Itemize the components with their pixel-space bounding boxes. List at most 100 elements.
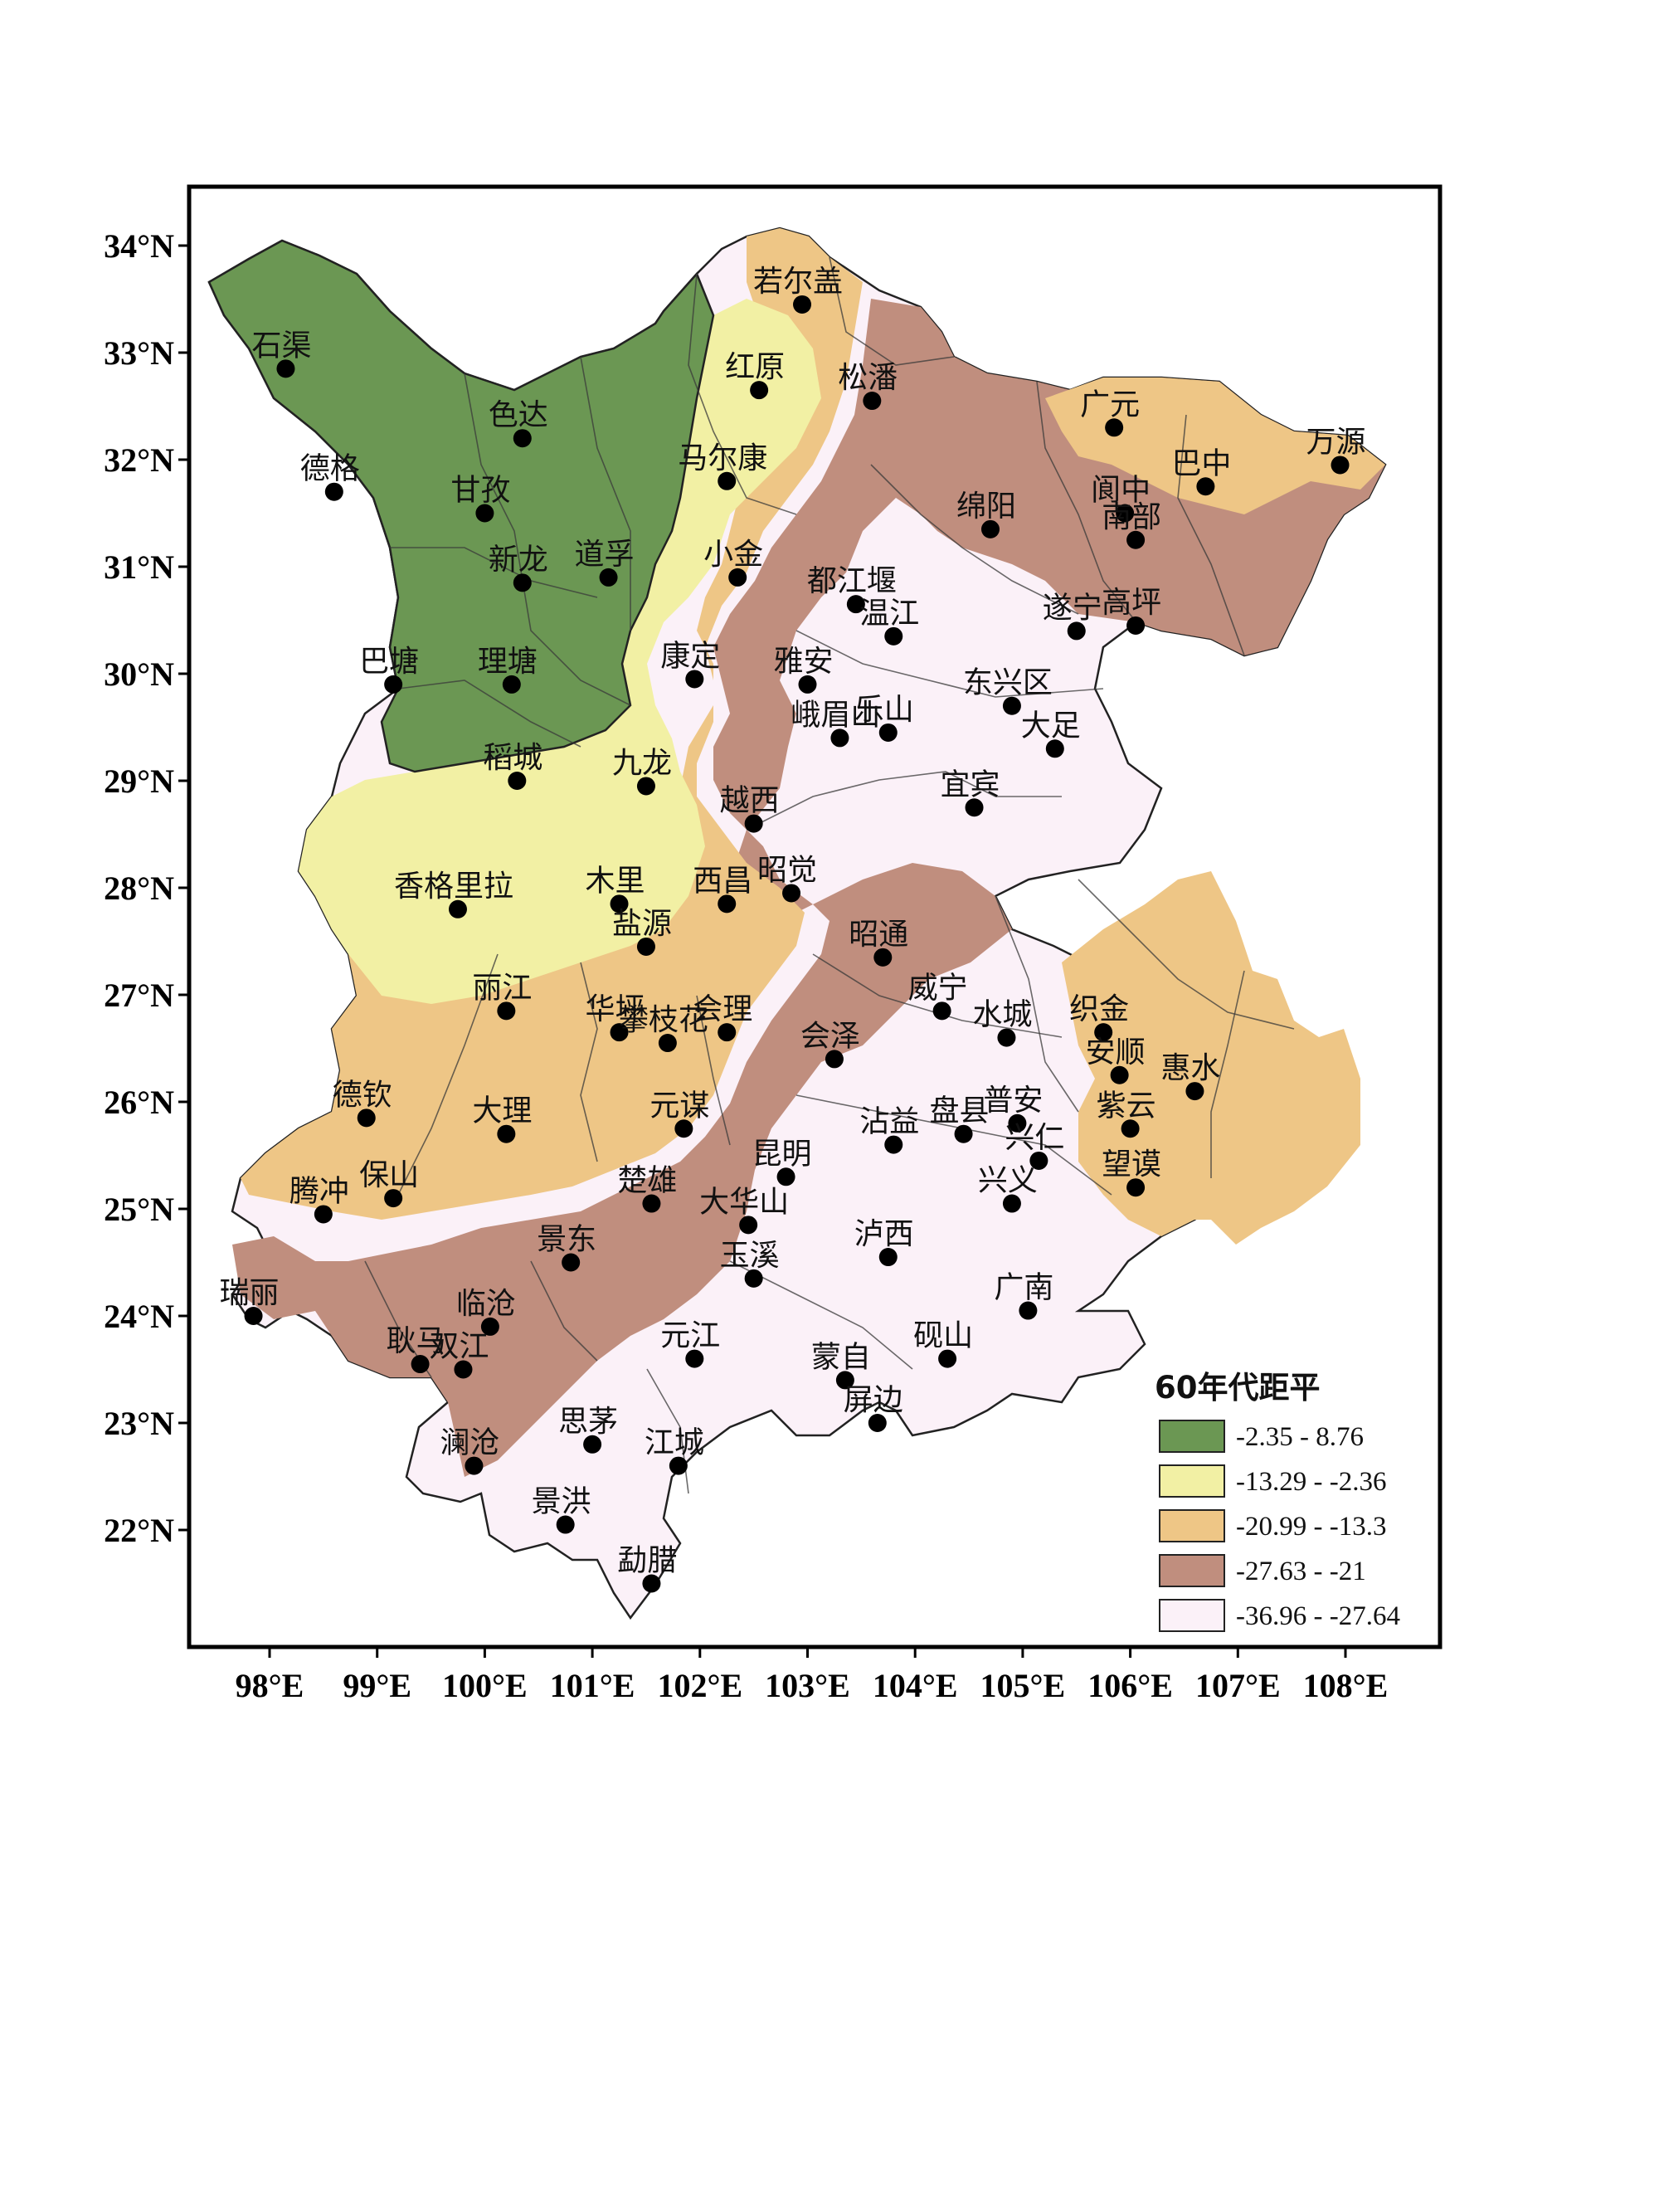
station-label: 昭觉 — [757, 853, 817, 887]
station-label: 华坪 — [586, 992, 645, 1026]
station-dot — [324, 482, 343, 501]
station-dot — [599, 568, 618, 587]
legend-label: -27.63 - -21 — [1236, 1557, 1366, 1586]
station-label: 乐山 — [854, 693, 914, 727]
station-label: 澜沧 — [440, 1426, 499, 1460]
lat-label: 29°N — [104, 763, 174, 800]
lat-label: 33°N — [104, 334, 174, 372]
station-label: 勐腊 — [617, 1544, 677, 1578]
station-label: 绵阳 — [956, 490, 1016, 524]
station-label: 昭通 — [849, 918, 908, 952]
lon-label: 105°E — [980, 1667, 1066, 1704]
station-dot — [642, 1194, 661, 1213]
station-label: 南部 — [1102, 500, 1161, 534]
station-label: 沾益 — [859, 1105, 919, 1139]
region-class-2 — [299, 299, 821, 1004]
station-label: 会泽 — [800, 1019, 860, 1053]
station-dot — [846, 595, 865, 614]
station-dot — [776, 1167, 795, 1186]
station-dot — [718, 471, 737, 490]
lat-label: 26°N — [104, 1084, 174, 1121]
station-dot — [465, 1456, 484, 1475]
station-label: 攀枝花 — [619, 1003, 708, 1037]
station-dot — [497, 1001, 516, 1021]
station-label: 广元 — [1080, 387, 1140, 421]
station-dot — [508, 772, 527, 790]
station-label: 兴义 — [978, 1164, 1038, 1198]
region-class-3-east — [1045, 378, 1385, 514]
station-label: 都江堰 — [807, 564, 897, 598]
station-dot — [357, 1108, 376, 1128]
lat-label: 23°N — [104, 1405, 174, 1442]
station-label: 万源 — [1306, 425, 1366, 459]
station-dot — [1094, 1023, 1113, 1042]
station-dot — [1126, 1178, 1146, 1197]
station-label: 甘孜 — [450, 474, 510, 508]
station-label: 双江 — [429, 1330, 489, 1364]
station-dot — [830, 728, 849, 748]
station-dot — [1002, 1194, 1021, 1213]
station-label: 砚山 — [913, 1319, 973, 1353]
legend-label: -2.35 - 8.76 — [1236, 1422, 1364, 1452]
legend-swatch — [1159, 1464, 1225, 1498]
station-label: 紫云 — [1097, 1089, 1156, 1123]
lon-label: 99°E — [343, 1667, 411, 1704]
station-dot — [448, 899, 467, 918]
station-dot — [502, 675, 521, 694]
station-dot — [1045, 739, 1064, 758]
latitude-labels: 34°N 33°N 32°N 31°N 30°N 29°N 28°N 27°N 26°N 25°N… — [104, 227, 174, 1549]
station-label: 盐源 — [612, 907, 672, 941]
station-label: 理塘 — [478, 645, 538, 679]
lat-label: 30°N — [104, 655, 174, 693]
station-label: 惠水 — [1160, 1051, 1220, 1085]
station-dot — [1116, 504, 1135, 523]
station-dot — [728, 568, 747, 587]
station-dot — [1185, 1082, 1204, 1101]
station-label: 织金 — [1069, 992, 1129, 1026]
legend: 60年代距平 -2.35 - 8.76 -13.29 - -2.36 -20.99 … — [1155, 1370, 1400, 1632]
axis-ticks — [178, 244, 1347, 1658]
station-dot — [718, 894, 737, 914]
station-label: 大华山 — [699, 1185, 789, 1219]
station-label: 峨眉山 — [791, 698, 880, 732]
legend-title: 60年代距平 — [1155, 1370, 1321, 1406]
legend-label: -36.96 - -27.64 — [1236, 1601, 1400, 1631]
lon-label: 103°E — [765, 1667, 850, 1704]
station-dot — [1331, 456, 1350, 475]
legend-label: -20.99 - -13.3 — [1236, 1512, 1386, 1542]
lon-label: 106°E — [1087, 1667, 1173, 1704]
station-label: 西昌 — [693, 864, 752, 898]
station-label: 丽江 — [472, 971, 532, 1005]
region-class-3-southeast — [1062, 871, 1360, 1245]
station-dot — [1008, 1113, 1027, 1133]
station-dot — [276, 359, 295, 378]
station-dot — [744, 814, 763, 833]
station-label: 德钦 — [333, 1078, 392, 1112]
station-label: 景东 — [537, 1223, 596, 1257]
station-label: 越西 — [720, 784, 780, 818]
station-dot — [750, 381, 769, 400]
station-label: 兴仁 — [1005, 1121, 1064, 1155]
station-label: 松潘 — [838, 361, 898, 395]
station-dot — [1002, 696, 1021, 715]
station-label: 红原 — [725, 350, 785, 384]
station-label: 望谟 — [1102, 1147, 1161, 1182]
station-dot — [1067, 621, 1086, 641]
station-label: 宜宾 — [941, 767, 1000, 801]
station-label: 大足 — [1021, 709, 1081, 743]
station-dot — [798, 675, 817, 694]
station-dot — [878, 1248, 898, 1267]
station-dot — [669, 1456, 688, 1475]
station-dot — [878, 723, 898, 742]
station-dot — [475, 504, 494, 523]
station-dot — [744, 1269, 763, 1288]
county-boundaries — [364, 256, 1295, 1494]
lon-label: 98°E — [236, 1667, 304, 1704]
station-label: 景洪 — [532, 1485, 591, 1519]
station-dot — [863, 392, 882, 411]
station-label: 小金 — [703, 538, 763, 572]
lon-label: 107°E — [1195, 1667, 1281, 1704]
lat-label: 27°N — [104, 977, 174, 1014]
station-label: 元谋 — [649, 1089, 709, 1123]
station-label: 高坪 — [1102, 586, 1161, 620]
